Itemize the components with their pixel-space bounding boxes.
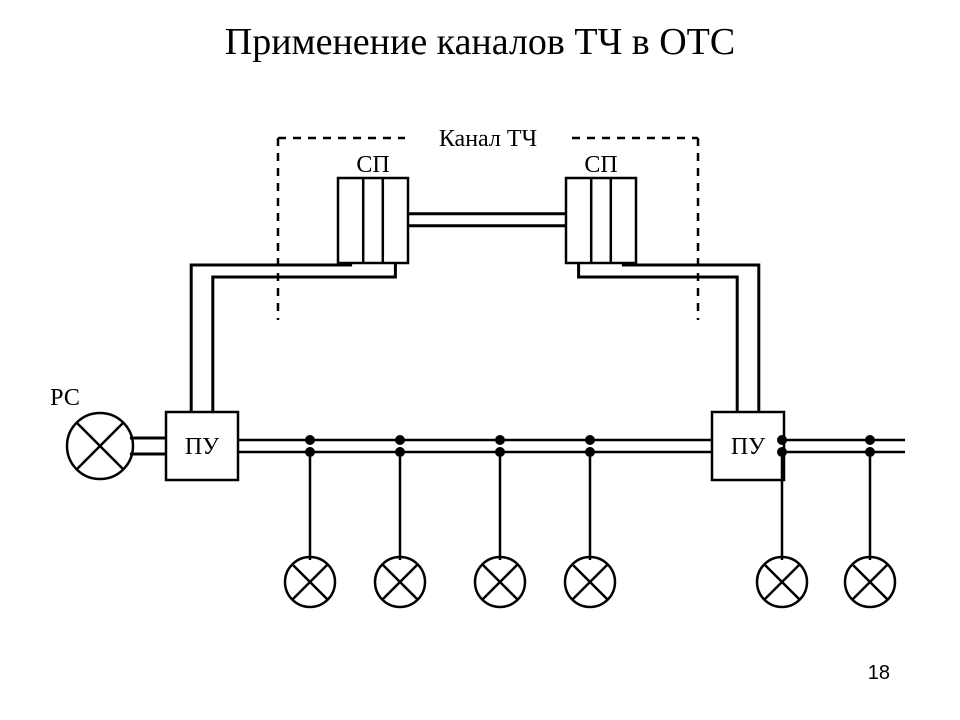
svg-text:СП: СП [356, 152, 389, 178]
diagram: Канал ТЧ СП СП ПУ ПУ РС [0, 0, 960, 720]
svg-text:СП: СП [584, 152, 617, 178]
svg-text:ПУ: ПУ [731, 434, 765, 460]
svg-text:ПУ: ПУ [185, 434, 219, 460]
svg-text:Канал ТЧ: Канал ТЧ [439, 126, 537, 152]
svg-text:РС: РС [50, 385, 80, 411]
